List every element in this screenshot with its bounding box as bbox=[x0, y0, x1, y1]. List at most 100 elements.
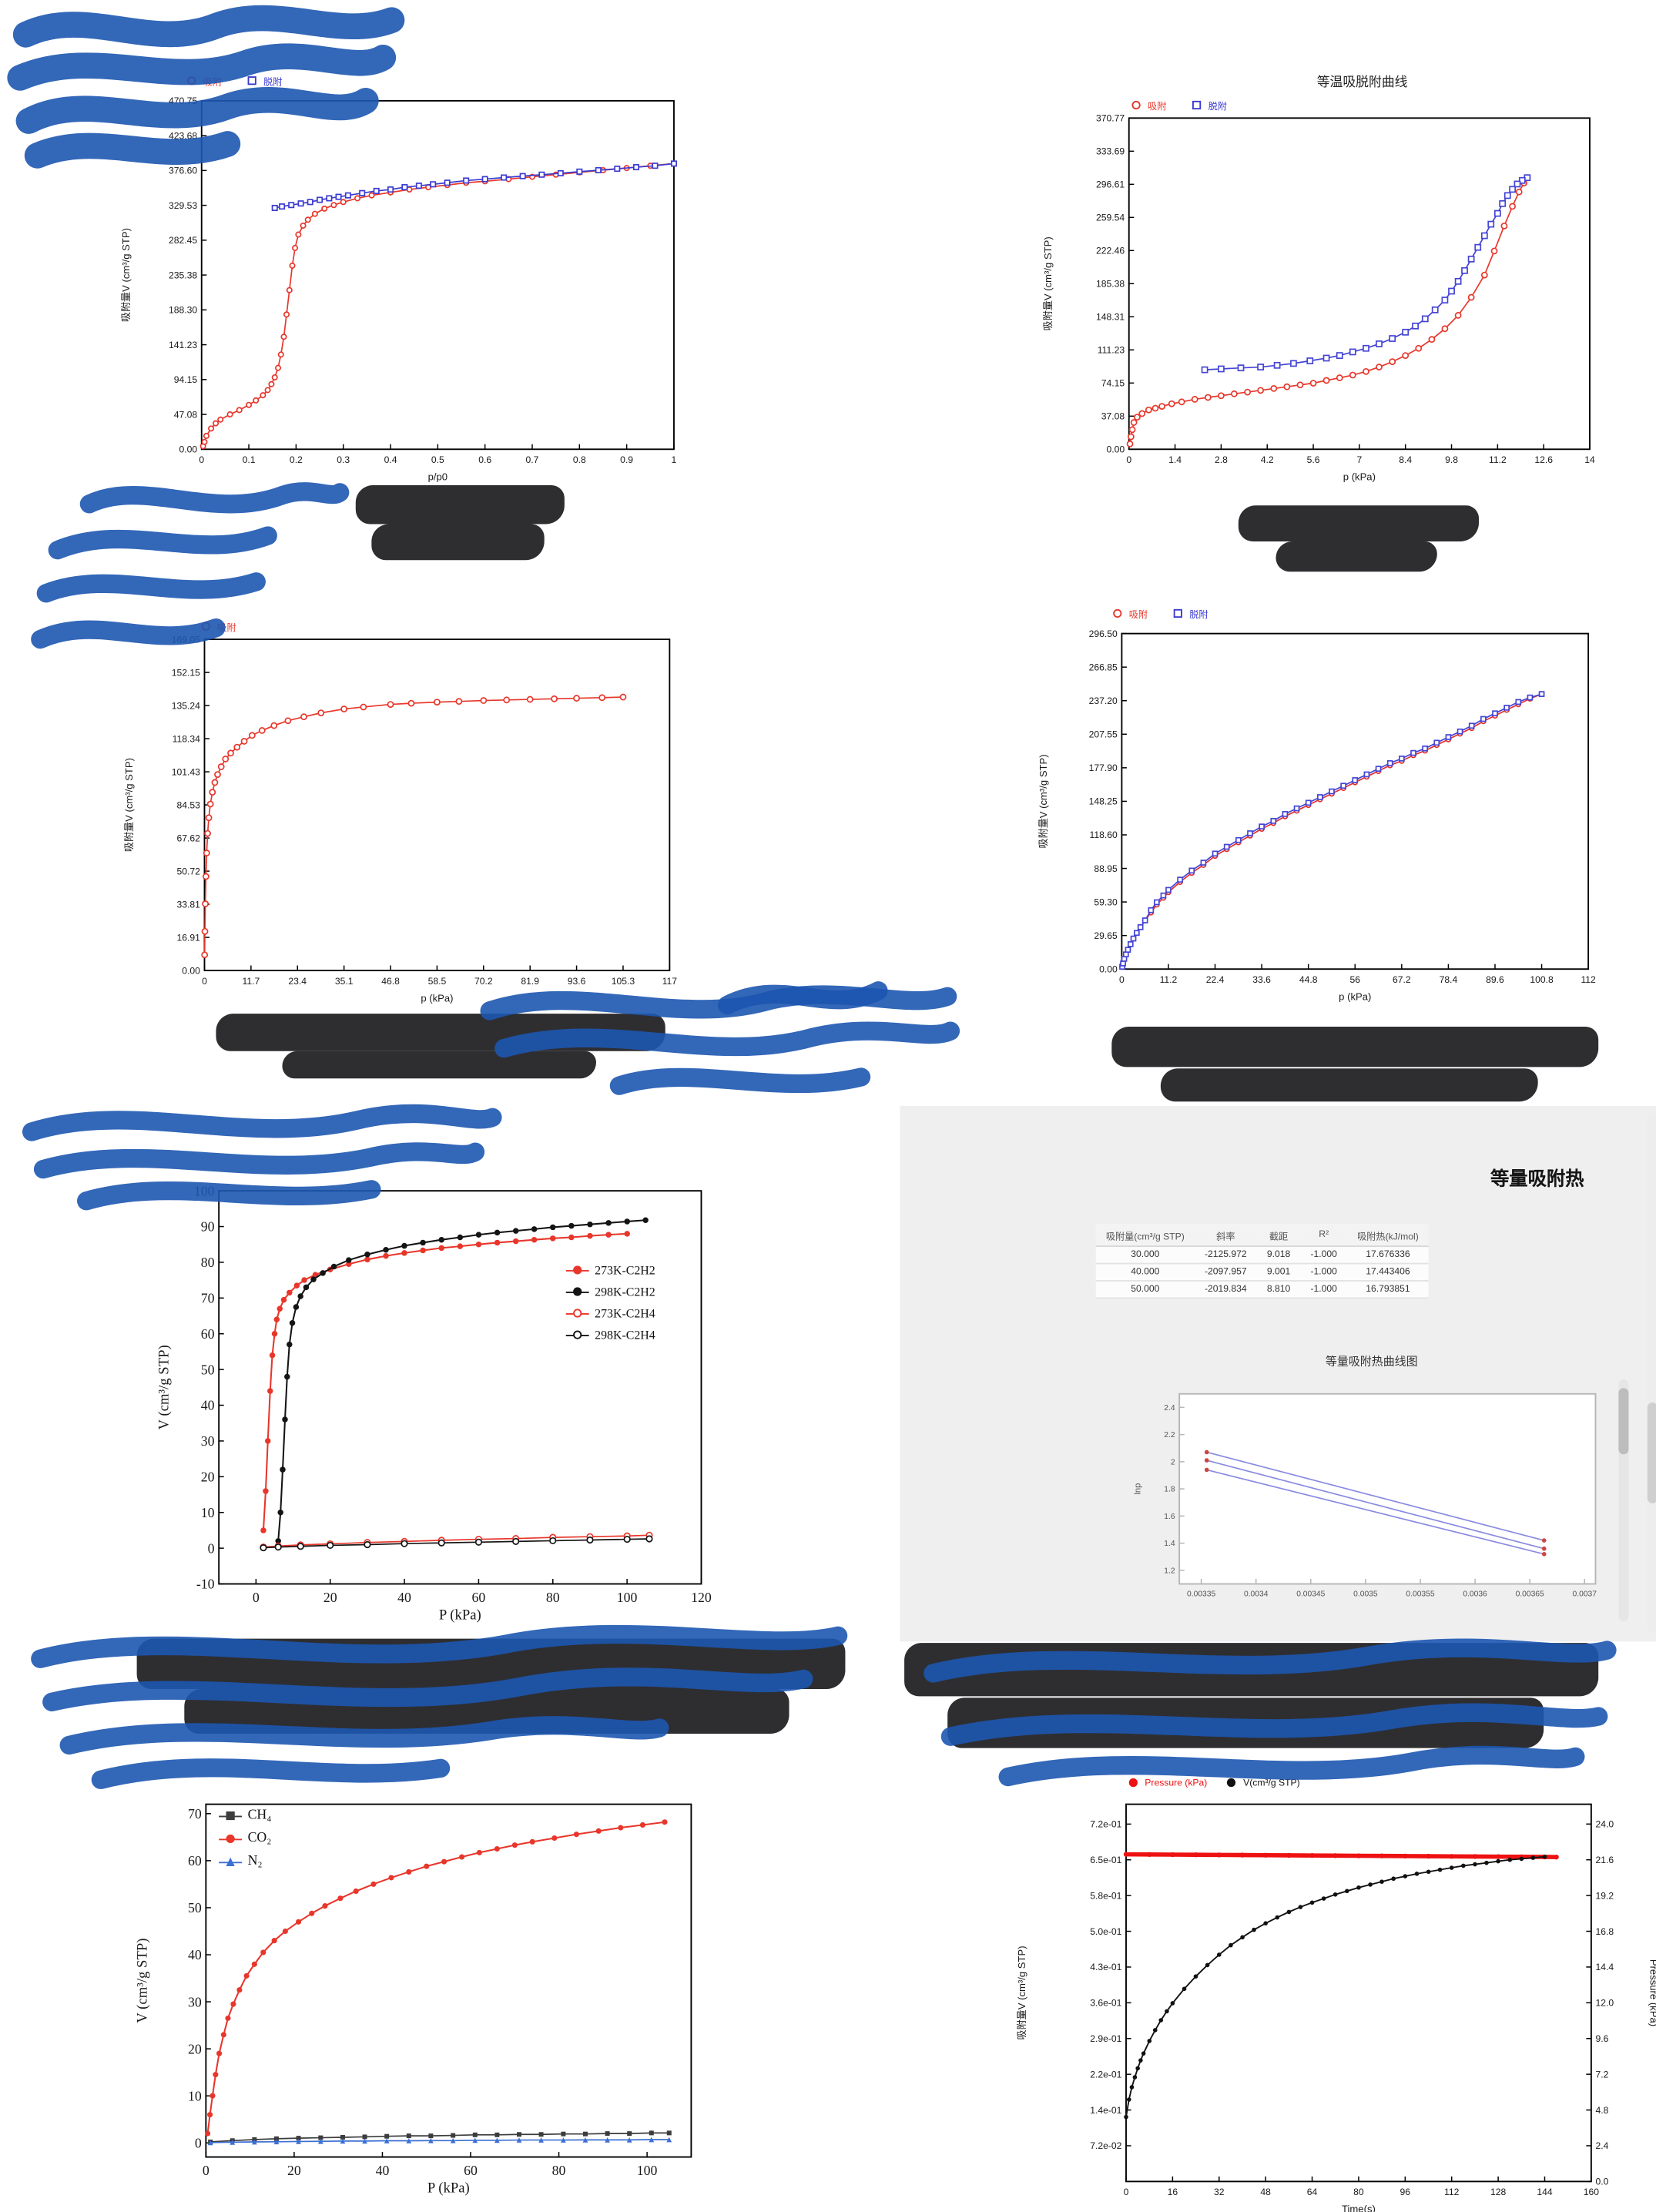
svg-text:296.50: 296.50 bbox=[1089, 628, 1118, 639]
svg-text:lnp: lnp bbox=[1134, 1483, 1143, 1495]
svg-text:80: 80 bbox=[201, 1255, 215, 1270]
redacted-caption-blot bbox=[947, 1698, 1544, 1748]
svg-text:20: 20 bbox=[201, 1470, 215, 1485]
svg-text:2.2e-01: 2.2e-01 bbox=[1090, 2069, 1121, 2080]
svg-text:19.2: 19.2 bbox=[1595, 1890, 1614, 1901]
chart-legend: 吸附 bbox=[199, 619, 236, 634]
svg-text:0: 0 bbox=[195, 2136, 202, 2151]
panel-scrollbar-thumb[interactable] bbox=[1618, 1388, 1629, 1455]
svg-text:235.38: 235.38 bbox=[169, 270, 197, 280]
redacted-caption-blot bbox=[355, 485, 565, 525]
table-cell: 9.018 bbox=[1256, 1246, 1301, 1265]
svg-text:9.8: 9.8 bbox=[1445, 454, 1458, 465]
svg-text:24.0: 24.0 bbox=[1595, 1819, 1614, 1830]
svg-text:9.6: 9.6 bbox=[1595, 2033, 1608, 2044]
legend-marker-icon bbox=[1225, 1777, 1238, 1788]
svg-text:0.00: 0.00 bbox=[1099, 964, 1118, 974]
panel-scrollbar[interactable] bbox=[1618, 1379, 1629, 1622]
page-scrollbar[interactable] bbox=[1647, 1114, 1656, 1634]
svg-text:70: 70 bbox=[201, 1291, 215, 1306]
svg-text:7.2e-02: 7.2e-02 bbox=[1090, 2140, 1121, 2151]
svg-text:50: 50 bbox=[201, 1362, 215, 1377]
svg-text:5.6: 5.6 bbox=[1307, 454, 1320, 465]
svg-text:90: 90 bbox=[201, 1219, 215, 1235]
svg-text:47.08: 47.08 bbox=[174, 409, 198, 420]
isosteric-heat-chart-title: 等量吸附热曲线图 bbox=[1325, 1355, 1418, 1369]
chart-legend: 吸附 脱附 bbox=[1129, 98, 1227, 112]
svg-text:93.6: 93.6 bbox=[568, 976, 586, 987]
svg-text:67.62: 67.62 bbox=[176, 833, 200, 843]
table-cell: 9.001 bbox=[1256, 1263, 1301, 1282]
svg-text:100: 100 bbox=[637, 2163, 658, 2178]
svg-text:296.61: 296.61 bbox=[1096, 179, 1125, 190]
table-row: 40.000 -2097.957 9.001 -1.000 17.443406 bbox=[1095, 1263, 1429, 1282]
svg-text:12.0: 12.0 bbox=[1595, 1998, 1614, 2009]
legend-item-desorption: 脱附 bbox=[1189, 98, 1227, 112]
svg-text:423.68: 423.68 bbox=[169, 130, 197, 141]
page-scrollbar-thumb[interactable] bbox=[1647, 1402, 1656, 1503]
svg-text:135.24: 135.24 bbox=[172, 700, 200, 711]
svg-text:67.2: 67.2 bbox=[1393, 974, 1411, 985]
svg-text:0.1: 0.1 bbox=[243, 454, 256, 465]
svg-text:0.9: 0.9 bbox=[620, 454, 633, 465]
table-cell: 8.810 bbox=[1256, 1280, 1301, 1299]
svg-text:177.90: 177.90 bbox=[1089, 762, 1118, 773]
svg-text:44.8: 44.8 bbox=[1299, 974, 1318, 985]
legend-marker-icon bbox=[1126, 1777, 1139, 1788]
svg-text:141.23: 141.23 bbox=[169, 340, 197, 350]
table-cell: 30.000 bbox=[1095, 1246, 1195, 1265]
svg-text:0: 0 bbox=[253, 1590, 260, 1605]
legend-item-n2: N₂ bbox=[219, 1855, 271, 1869]
legend-marker-icon bbox=[245, 75, 258, 86]
svg-text:2.4: 2.4 bbox=[1595, 2140, 1608, 2151]
svg-text:10: 10 bbox=[201, 1505, 215, 1520]
legend-item-co2: CO₂ bbox=[219, 1832, 271, 1846]
table-cell: -1.000 bbox=[1300, 1263, 1348, 1282]
svg-text:80: 80 bbox=[546, 1590, 560, 1605]
svg-text:4.2: 4.2 bbox=[1261, 454, 1274, 465]
svg-text:吸附量V (cm³/g STP): 吸附量V (cm³/g STP) bbox=[123, 758, 135, 852]
svg-text:2.9e-01: 2.9e-01 bbox=[1090, 2033, 1121, 2044]
legend-item: 298K-C2H4 bbox=[565, 1328, 655, 1342]
svg-text:470.75: 470.75 bbox=[169, 96, 197, 106]
legend-item-desorption: 脱附 bbox=[245, 73, 282, 88]
svg-text:0.00: 0.00 bbox=[182, 965, 200, 976]
legend-marker-icon bbox=[219, 1833, 243, 1845]
table-header-cell: 截距 bbox=[1256, 1224, 1301, 1248]
svg-text:P (kPa): P (kPa) bbox=[427, 2180, 470, 2196]
legend-marker-icon bbox=[1189, 99, 1202, 111]
svg-text:0.0036: 0.0036 bbox=[1463, 1590, 1487, 1598]
svg-text:1: 1 bbox=[672, 454, 677, 465]
svg-text:1.6: 1.6 bbox=[1164, 1513, 1175, 1521]
svg-text:112: 112 bbox=[1581, 974, 1596, 985]
svg-text:148.31: 148.31 bbox=[1096, 312, 1125, 323]
svg-text:6.5e-01: 6.5e-01 bbox=[1090, 1855, 1121, 1865]
svg-text:80: 80 bbox=[552, 2163, 566, 2178]
svg-text:237.20: 237.20 bbox=[1089, 695, 1118, 706]
svg-text:20: 20 bbox=[287, 2163, 301, 2178]
svg-text:70: 70 bbox=[188, 1806, 202, 1822]
svg-text:2: 2 bbox=[1171, 1458, 1175, 1466]
svg-text:11.2: 11.2 bbox=[1160, 974, 1178, 985]
svg-text:40: 40 bbox=[188, 1947, 202, 1962]
svg-text:112: 112 bbox=[1444, 2187, 1460, 2197]
svg-text:160: 160 bbox=[1584, 2187, 1600, 2197]
svg-text:37.08: 37.08 bbox=[1101, 411, 1125, 422]
svg-text:22.4: 22.4 bbox=[1206, 974, 1225, 985]
redacted-caption-blot bbox=[216, 1014, 665, 1051]
isosteric-heat-title: 等量吸附热 bbox=[1490, 1168, 1584, 1190]
table-cell: 50.000 bbox=[1095, 1280, 1195, 1299]
svg-text:33.6: 33.6 bbox=[1252, 974, 1271, 985]
svg-text:89.6: 89.6 bbox=[1486, 974, 1504, 985]
chart-legend: 吸附 脱附 bbox=[1110, 606, 1208, 621]
svg-text:0.00335: 0.00335 bbox=[1187, 1590, 1215, 1598]
svg-text:58.5: 58.5 bbox=[428, 976, 447, 987]
table-cell: 17.443406 bbox=[1347, 1263, 1429, 1282]
svg-text:29.65: 29.65 bbox=[1094, 930, 1118, 941]
adsorption-isotherm-chart: 吸附 0 11.7 23.4 35.1 46.8 58.5 70.2 81.9 93.6 105.… bbox=[116, 602, 692, 1034]
redacted-caption-blot bbox=[904, 1643, 1599, 1697]
svg-text:169.05: 169.05 bbox=[172, 634, 200, 645]
svg-text:376.60: 376.60 bbox=[169, 166, 197, 176]
table-cell: 17.676336 bbox=[1347, 1246, 1429, 1265]
